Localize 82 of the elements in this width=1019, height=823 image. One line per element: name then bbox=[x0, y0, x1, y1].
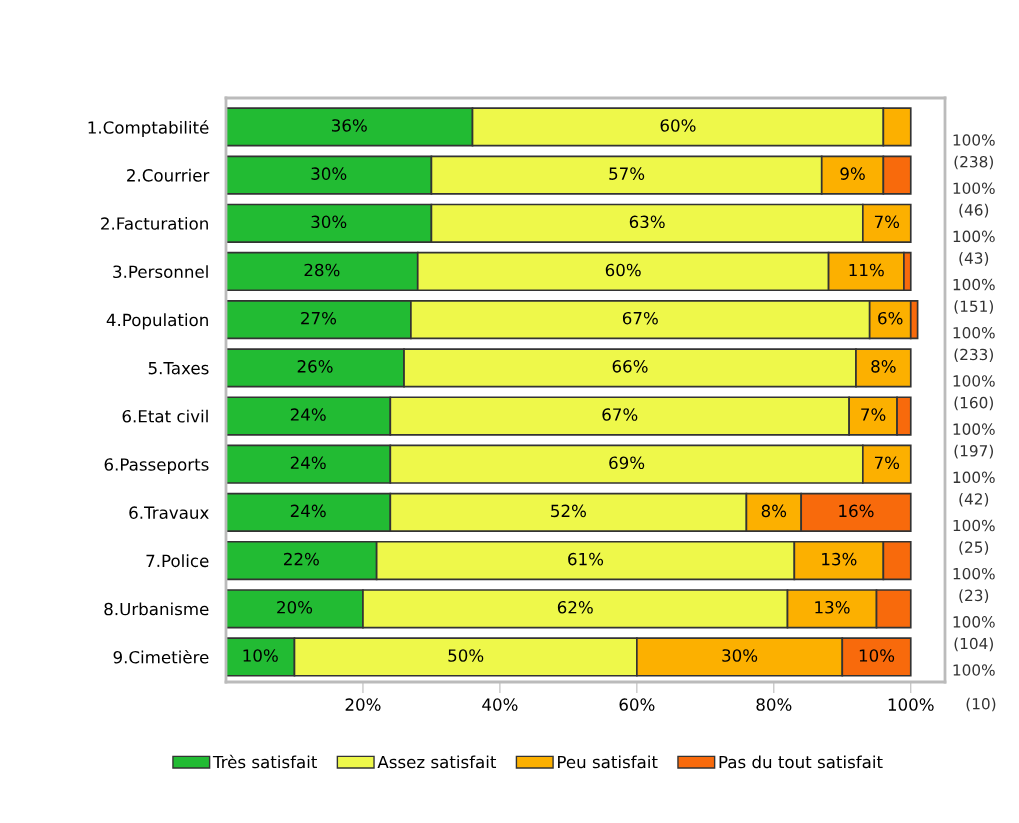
legend-label: Très satisfait bbox=[212, 754, 317, 769]
text: (238) bbox=[954, 155, 993, 170]
data-label: 28% bbox=[304, 263, 340, 277]
data-label: 30% bbox=[722, 649, 758, 662]
total-label: 100% bbox=[953, 375, 995, 387]
data-label: 24% bbox=[290, 504, 326, 518]
data-label: 13% bbox=[822, 552, 857, 566]
data-label: 27% bbox=[301, 311, 337, 325]
data-label: 30% bbox=[311, 167, 347, 180]
text: (104) bbox=[954, 637, 993, 652]
data-label: 6% bbox=[878, 311, 903, 325]
data-label: 10% bbox=[859, 649, 895, 662]
text: (233) bbox=[954, 348, 993, 363]
data-label: 24% bbox=[290, 456, 326, 470]
x-tick-label: 60% bbox=[619, 698, 655, 711]
data-label: 9% bbox=[840, 167, 865, 180]
total-label: 100% bbox=[953, 230, 995, 243]
text: (10) bbox=[966, 697, 996, 712]
legend-label: Peu satisfait bbox=[558, 755, 658, 769]
text: (46) bbox=[959, 203, 989, 218]
total-label: 100% bbox=[953, 471, 995, 484]
data-label: 20% bbox=[277, 600, 313, 614]
total-label: 100% bbox=[953, 278, 995, 291]
x-tick-label: 80% bbox=[756, 698, 792, 711]
total-label: 100% bbox=[953, 519, 995, 532]
text: (23) bbox=[959, 589, 989, 603]
data-label: 8% bbox=[761, 504, 787, 518]
data-label: 57% bbox=[609, 167, 645, 180]
data-label: 26% bbox=[297, 360, 333, 373]
y-tick-label: 2.Facturation bbox=[101, 216, 208, 230]
data-label: 10% bbox=[243, 649, 278, 662]
data-label: 16% bbox=[839, 504, 874, 518]
data-label: 8% bbox=[871, 360, 896, 373]
data-label: 7% bbox=[874, 215, 900, 229]
data-label: 66% bbox=[612, 360, 648, 373]
y-tick-label: 6.Travaux bbox=[129, 506, 209, 519]
legend-label: Assez satisfait bbox=[377, 755, 497, 769]
y-tick-label: 9.Cimetière bbox=[113, 649, 209, 664]
data-label: 52% bbox=[551, 504, 586, 518]
total-label: 100% bbox=[953, 326, 995, 339]
legend-label: Pas du tout satisfait bbox=[719, 755, 883, 769]
data-label: 7% bbox=[874, 456, 900, 470]
data-label: 11% bbox=[849, 263, 884, 277]
text: (151) bbox=[954, 300, 993, 314]
total-label: 100% bbox=[953, 567, 995, 580]
data-label: 22% bbox=[284, 552, 319, 566]
data-label: 30% bbox=[311, 215, 347, 229]
text: (25) bbox=[959, 541, 989, 555]
data-label: 60% bbox=[660, 119, 696, 132]
y-tick-label: 3.Personnel bbox=[113, 265, 208, 279]
y-tick-label: 7.Police bbox=[146, 554, 209, 568]
y-tick-label: 8.Urbanisme bbox=[104, 602, 209, 616]
data-label: 24% bbox=[290, 408, 326, 421]
data-label: 36% bbox=[332, 119, 367, 132]
data-label: 7% bbox=[861, 408, 886, 421]
total-label: 100% bbox=[953, 616, 995, 628]
data-label: 63% bbox=[629, 215, 665, 229]
text: (42) bbox=[959, 492, 989, 507]
y-tick-label: 2.Courrier bbox=[127, 168, 210, 182]
y-tick-label: 5.Taxes bbox=[148, 362, 209, 375]
data-label: 62% bbox=[557, 600, 593, 614]
text: (197) bbox=[954, 444, 993, 459]
data-label: 50% bbox=[448, 649, 484, 662]
data-label: 60% bbox=[605, 263, 641, 277]
data-label: 67% bbox=[622, 311, 658, 325]
data-label: 69% bbox=[609, 456, 645, 470]
y-tick-label: 4.Population bbox=[106, 313, 208, 330]
total-label: 100% bbox=[953, 664, 995, 676]
x-tick-label: 20% bbox=[345, 698, 381, 711]
text: (43) bbox=[959, 252, 989, 266]
total-label: 100% bbox=[953, 423, 995, 435]
x-tick-label: 100% bbox=[888, 698, 934, 711]
data-label: 67% bbox=[602, 408, 638, 421]
total-label: 100% bbox=[953, 134, 995, 146]
data-label: 61% bbox=[568, 552, 604, 566]
total-label: 100% bbox=[953, 182, 995, 194]
y-tick-label: 6.Etat civil bbox=[122, 409, 208, 423]
text: (160) bbox=[954, 396, 993, 411]
data-label: 13% bbox=[815, 600, 850, 614]
y-tick-label: 6.Passeports bbox=[104, 458, 209, 474]
x-tick-label: 40% bbox=[482, 698, 518, 711]
y-tick-label: 1.Comptabilité bbox=[88, 120, 209, 138]
